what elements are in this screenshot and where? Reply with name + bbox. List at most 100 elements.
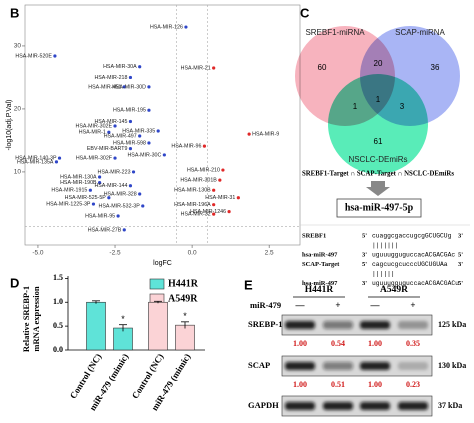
bar [148,301,168,351]
y-tick-label: 30 [14,43,22,50]
point-label: HSA-MIR-30A [103,64,137,70]
point [162,153,166,157]
band [398,402,428,410]
band [398,362,428,370]
point-label: EBV-MIR-BART9 [87,146,128,152]
x-tick-label: -5.0 [32,250,44,257]
point [212,212,216,216]
treatment-label: miR-479 [250,300,281,310]
point-label: HSA-MIR-328 [104,191,137,197]
venn-count: 60 [318,63,327,72]
group-label: H441R [305,285,334,295]
alignment-text: 3' [458,261,463,268]
band-value: 0.23 [406,380,420,389]
point [113,124,117,128]
result-box [336,198,422,218]
point [141,204,145,208]
alignment-text: 5' [362,232,367,239]
protein-label: SCAP [248,360,270,370]
panel-label: D [10,275,19,290]
y-tick-label: 10 [14,169,22,176]
venn-count: 3 [400,102,405,111]
venn-count: 1 [376,95,381,104]
point [202,144,207,148]
point-label: HSA-MIR-144 [94,183,127,189]
panel-label: E [244,277,253,292]
blot-background [281,355,433,377]
band [360,362,390,370]
band-value: 0.51 [331,380,345,389]
point [98,181,102,185]
protein-label: SREBP-1 [248,319,282,329]
point [147,108,151,112]
point-label: HSA-MIR-32 [181,212,211,218]
y-tick-label: 1.5 [53,273,63,282]
point [147,85,151,89]
alignment-text: uguuugguguccacACGACGAc [372,252,455,259]
point-label: HSA-MIR-126 [150,24,183,30]
point-label: HSA-MIR-335 [122,128,155,134]
panel-label: C [300,5,310,20]
size-label: 37 kDa [438,401,462,410]
blot-background [281,314,433,336]
bar [175,324,195,351]
alignment-text: SCAP-Target [302,261,340,268]
sign: + [410,300,415,310]
point-label: HSA-MIR-135A [17,159,54,165]
legend-label: H441R [168,278,199,289]
venn-count: 1 [353,102,358,111]
point-label: HSA-MIR-145 [94,119,127,125]
band-value: 0.54 [331,339,345,348]
point-label: HSA-MIR-190B [60,180,97,186]
band [360,402,390,410]
point [212,203,216,207]
point [138,134,142,138]
size-label: 130 kDa [438,361,466,370]
intersection-label: SREBF1-Target ∩ SCAP-Target ∩ NSCLC-DEmi… [302,171,454,178]
point [156,129,160,133]
point-label: HSA-MIR-223 [98,169,131,175]
point [212,188,216,192]
point-label: HSA-MIR-1915 [51,188,87,194]
band-value: 1.00 [368,380,382,389]
panel-label: B [10,5,19,20]
point-label: HSA-MIR-30C [127,152,161,158]
point [122,228,126,232]
point-label: HSA-MIR-30D [112,84,146,90]
alignment-text: ||||||| [372,242,398,249]
point-label: HSA-MIR-532-3P [99,203,141,209]
point-label: HSA-MIR-497 [104,133,137,139]
alignment-text: hsa-miR-497 [302,280,338,287]
arrow [366,181,390,196]
venn [295,26,460,174]
alignment-text: |||||| [372,271,395,278]
venn-set-label: SCAP-miRNA [395,28,445,37]
sign: — [295,300,306,310]
venn-count: 36 [431,63,440,72]
point-label: HSA-MIR-140-3P [15,155,57,161]
point-label: HSA-MIR-1 [79,130,106,136]
result-label: hsa-miR-497-5p [345,202,414,213]
point [54,160,59,164]
point-label: HSA-MIR-301B [180,178,217,184]
point [138,65,142,69]
point-label: HSA-MIR-302E [76,123,113,129]
point [128,75,133,80]
y-tick-label: 20 [14,106,22,113]
significance-mark: * [183,311,187,321]
y-tick-label: 0.5 [53,321,63,330]
point [221,168,225,172]
band [323,362,353,370]
point [113,156,117,160]
alignment-text: 3' [458,232,463,239]
alignment-text: hsa-miR-497 [302,251,338,258]
alignment-text: cagcucgcucccUGCUGUAa [372,261,448,268]
x-tick-label: 2.5 [265,250,274,257]
alignment-text: SREBF1 [302,232,326,239]
point-label: HSA-MIR-196A [174,202,211,208]
point-label: HSA-MIR-1225-3P [46,201,91,207]
point [122,85,126,89]
band [285,321,315,329]
band-value: 0.35 [406,339,420,348]
y-axis-label: Relative SREBP-1 [21,286,31,352]
